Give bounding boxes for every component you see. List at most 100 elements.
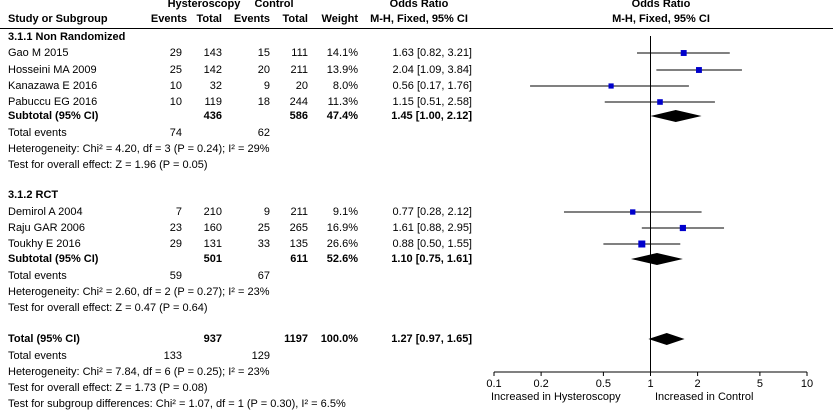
odds-ratio: 1.61 [0.88, 2.95] [392, 222, 472, 234]
weight: 9.1% [332, 206, 358, 218]
subtotal-total-2: 586 [289, 110, 308, 122]
total-2: 20 [295, 80, 308, 92]
total-events-1: 133 [163, 350, 182, 362]
events-2: 33 [257, 238, 270, 250]
weight-header: Weight [321, 13, 358, 25]
subtotal-odds-ratio: 1.10 [0.75, 1.61] [391, 253, 472, 265]
group1-header: Hysteroscopy [167, 0, 241, 10]
x-tick-label: 1 [647, 378, 653, 390]
study-square [608, 83, 614, 89]
events-2: 9 [263, 206, 270, 218]
study-name: Toukhy E 2016 [8, 238, 81, 250]
study-name: Pabuccu EG 2016 [8, 96, 98, 108]
subgroup-differences-text: Test for subgroup differences: Chi² = 1.… [8, 398, 346, 410]
events-1: 25 [169, 64, 182, 76]
subtotal-total-2: 611 [290, 253, 308, 265]
total-events-label: Total events [8, 127, 67, 139]
grand-total-weight: 100.0% [320, 333, 358, 345]
odds-ratio: 2.04 [1.09, 3.84] [392, 64, 472, 76]
total-events-2: 62 [257, 127, 270, 139]
subgroup-title: 3.1.2 RCT [8, 189, 59, 201]
total-1: 32 [209, 80, 222, 92]
plot-method-header: M-H, Fixed, 95% CI [612, 13, 710, 25]
total-2: 211 [290, 64, 308, 76]
study-square [638, 240, 646, 248]
subtotal-total-1: 501 [203, 253, 222, 265]
total-1: 210 [203, 206, 222, 218]
total-events-2: 67 [257, 270, 270, 282]
events-2: 15 [257, 47, 270, 59]
odds-ratio: 0.77 [0.28, 2.12] [392, 206, 472, 218]
total2-header: Total [282, 13, 308, 25]
total-1: 143 [203, 47, 222, 59]
events-1: 23 [169, 222, 182, 234]
study-square [630, 209, 636, 215]
study-name: Raju GAR 2006 [8, 222, 86, 234]
x-tick-label: 5 [757, 378, 763, 390]
events-1: 10 [169, 96, 182, 108]
events-1: 29 [169, 238, 182, 250]
total-1: 131 [203, 238, 222, 250]
x-tick-label: 10 [801, 378, 813, 390]
subtotal-total-1: 436 [203, 110, 222, 122]
study-name: Demirol A 2004 [8, 206, 83, 218]
total-events-1: 59 [169, 270, 182, 282]
subtotal-odds-ratio: 1.45 [1.00, 2.12] [391, 110, 472, 122]
odds-ratio: 1.63 [0.82, 3.21] [392, 47, 472, 59]
events1-header: Events [150, 13, 187, 25]
subtotal-label: Subtotal (95% CI) [8, 253, 99, 265]
study-square [696, 67, 702, 73]
subtotal-diamond [650, 110, 702, 122]
subtotal-weight: 52.6% [326, 253, 358, 265]
x-tick-label: 2 [695, 378, 701, 390]
total-1: 119 [204, 96, 222, 108]
total-2: 135 [289, 238, 308, 250]
total-events-2: 129 [251, 350, 270, 362]
header-divider [0, 28, 833, 29]
study-square [679, 224, 686, 232]
odds-ratio: 1.15 [0.51, 2.58] [392, 96, 472, 108]
overall-effect-text: Test for overall effect: Z = 1.96 (P = 0… [8, 159, 208, 171]
weight: 16.9% [326, 222, 358, 234]
grand-total-odds-ratio: 1.27 [0.97, 1.65] [391, 333, 472, 345]
total-diamond [648, 333, 685, 345]
or-table-title: Odds Ratio [389, 0, 449, 10]
x-tick-label: 0.2 [533, 378, 548, 390]
weight: 26.6% [326, 238, 358, 250]
study-header: Study or Subgroup [8, 13, 108, 25]
group2-header: Control [254, 0, 294, 10]
subtotal-label: Subtotal (95% CI) [8, 110, 99, 122]
weight: 14.1% [326, 47, 358, 59]
total-2: 211 [290, 206, 308, 218]
study-name: Kanazawa E 2016 [8, 80, 98, 92]
total-events-1: 74 [169, 127, 182, 139]
study-name: Hosseini MA 2009 [8, 64, 97, 76]
total-label: Total (95% CI) [8, 333, 80, 345]
events-2: 9 [263, 80, 270, 92]
total-1: 160 [203, 222, 222, 234]
heterogeneity-text: Heterogeneity: Chi² = 4.20, df = 3 (P = … [8, 143, 270, 155]
study-name: Gao M 2015 [8, 47, 69, 59]
total-2: 111 [291, 47, 308, 59]
total-events-label: Total events [8, 270, 67, 282]
or-plot-title: Odds Ratio [631, 0, 691, 10]
total-events-label: Total events [8, 350, 67, 362]
events-1: 7 [175, 206, 182, 218]
study-square [657, 99, 663, 105]
weight: 8.0% [332, 80, 358, 92]
weight: 11.3% [327, 96, 358, 108]
total-2: 244 [289, 96, 308, 108]
x-label-left: Increased in Hysteroscopy [491, 391, 621, 403]
x-label-right: Increased in Control [655, 391, 754, 403]
total1-header: Total [196, 13, 222, 25]
subtotal-weight: 47.4% [326, 110, 358, 122]
x-tick-label: 0.5 [596, 378, 611, 390]
total-2: 265 [289, 222, 308, 234]
grand-total-2: 1197 [284, 333, 308, 345]
weight: 13.9% [326, 64, 358, 76]
events-1: 10 [169, 80, 182, 92]
subgroup-title: 3.1.1 Non Randomized [8, 31, 126, 43]
events-1: 29 [169, 47, 182, 59]
events-2: 20 [257, 64, 270, 76]
